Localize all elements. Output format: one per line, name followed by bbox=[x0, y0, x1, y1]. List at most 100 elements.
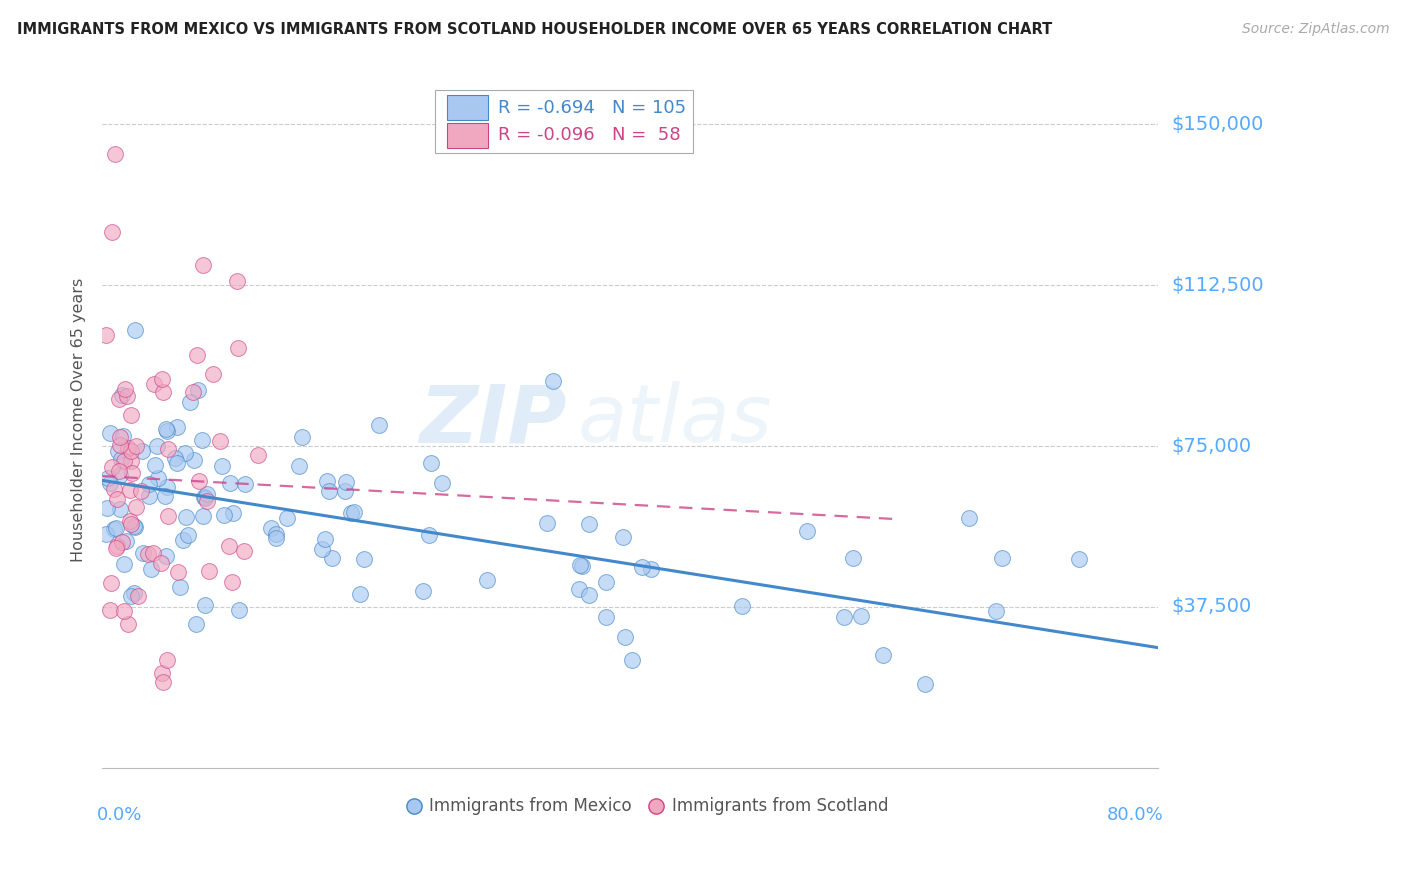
Point bbox=[127, 589, 149, 603]
Point bbox=[120, 453, 142, 467]
Point bbox=[115, 389, 138, 403]
Point bbox=[156, 480, 179, 494]
Point bbox=[111, 534, 134, 549]
Point bbox=[150, 666, 173, 681]
Point bbox=[139, 561, 162, 575]
Point bbox=[218, 539, 240, 553]
Point bbox=[321, 550, 343, 565]
Point bbox=[120, 444, 142, 458]
Point bbox=[117, 616, 139, 631]
Point bbox=[110, 452, 132, 467]
Point bbox=[233, 544, 256, 558]
Point bbox=[211, 459, 233, 474]
Point bbox=[202, 368, 225, 382]
Text: Immigrants from Mexico: Immigrants from Mexico bbox=[429, 797, 633, 815]
Text: ZIP: ZIP bbox=[419, 382, 567, 459]
Point bbox=[138, 548, 160, 562]
Point bbox=[98, 603, 121, 617]
Point bbox=[107, 392, 129, 407]
Text: R = -0.694: R = -0.694 bbox=[498, 99, 595, 117]
Point bbox=[193, 491, 215, 505]
Point bbox=[163, 451, 186, 466]
Point bbox=[101, 225, 124, 239]
Point bbox=[834, 609, 856, 624]
Point bbox=[412, 584, 434, 599]
Text: N = 105: N = 105 bbox=[612, 99, 686, 117]
Point bbox=[121, 467, 143, 481]
Point bbox=[112, 557, 135, 571]
Text: atlas: atlas bbox=[578, 382, 772, 459]
Point bbox=[226, 274, 249, 288]
Point bbox=[184, 617, 207, 632]
Point bbox=[536, 516, 558, 531]
Point bbox=[181, 385, 204, 400]
Point bbox=[221, 575, 243, 590]
Point bbox=[595, 610, 617, 624]
Point bbox=[107, 444, 129, 458]
Point bbox=[311, 542, 333, 557]
Point bbox=[118, 515, 141, 529]
Point bbox=[984, 604, 1007, 618]
Point bbox=[841, 550, 863, 565]
Point bbox=[112, 454, 135, 468]
Point bbox=[150, 556, 173, 570]
Point bbox=[219, 475, 242, 490]
Point bbox=[260, 521, 283, 535]
Text: 0.0%: 0.0% bbox=[97, 805, 142, 824]
Text: Immigrants from Scotland: Immigrants from Scotland bbox=[672, 797, 889, 815]
Text: IMMIGRANTS FROM MEXICO VS IMMIGRANTS FROM SCOTLAND HOUSEHOLDER INCOME OVER 65 YE: IMMIGRANTS FROM MEXICO VS IMMIGRANTS FRO… bbox=[17, 22, 1052, 37]
Point bbox=[166, 456, 188, 470]
Point bbox=[194, 491, 217, 505]
Point bbox=[212, 508, 235, 522]
Point bbox=[957, 511, 980, 525]
Point bbox=[111, 429, 134, 443]
Point bbox=[191, 434, 214, 448]
Point bbox=[107, 464, 129, 478]
Point bbox=[155, 422, 177, 436]
Point bbox=[150, 371, 173, 385]
Text: R = -0.096: R = -0.096 bbox=[498, 127, 595, 145]
Point bbox=[108, 438, 131, 452]
Point bbox=[187, 384, 209, 398]
Point bbox=[318, 484, 340, 499]
Point bbox=[191, 508, 214, 523]
Point bbox=[246, 448, 269, 462]
Point bbox=[198, 564, 221, 578]
Point bbox=[112, 604, 135, 618]
Point bbox=[264, 531, 287, 545]
Point bbox=[125, 439, 148, 453]
Point bbox=[872, 648, 894, 662]
Point bbox=[156, 653, 179, 667]
Point bbox=[731, 599, 754, 613]
Point bbox=[612, 530, 634, 544]
Point bbox=[578, 516, 600, 531]
Point bbox=[226, 341, 249, 355]
Point bbox=[138, 489, 160, 503]
Point bbox=[221, 506, 243, 520]
Point bbox=[316, 474, 339, 488]
Point bbox=[343, 505, 366, 519]
Point bbox=[105, 521, 128, 535]
Point bbox=[595, 574, 617, 589]
Point bbox=[172, 533, 194, 548]
Point bbox=[98, 476, 121, 491]
Point bbox=[110, 430, 132, 444]
Point bbox=[571, 558, 593, 573]
Point bbox=[114, 534, 136, 549]
Point bbox=[183, 453, 205, 467]
Point bbox=[94, 328, 117, 343]
Point bbox=[228, 603, 250, 617]
Point bbox=[142, 377, 165, 392]
Point bbox=[266, 527, 288, 541]
Text: Source: ZipAtlas.com: Source: ZipAtlas.com bbox=[1241, 22, 1389, 37]
Point bbox=[152, 674, 174, 689]
Point bbox=[186, 348, 208, 362]
Point bbox=[349, 587, 371, 601]
Bar bbox=[447, 95, 488, 120]
Point bbox=[195, 493, 218, 508]
Point bbox=[97, 470, 120, 484]
Y-axis label: Householder Income Over 65 years: Householder Income Over 65 years bbox=[72, 278, 86, 563]
Point bbox=[120, 589, 142, 603]
Point bbox=[475, 573, 498, 587]
Point bbox=[122, 519, 145, 533]
